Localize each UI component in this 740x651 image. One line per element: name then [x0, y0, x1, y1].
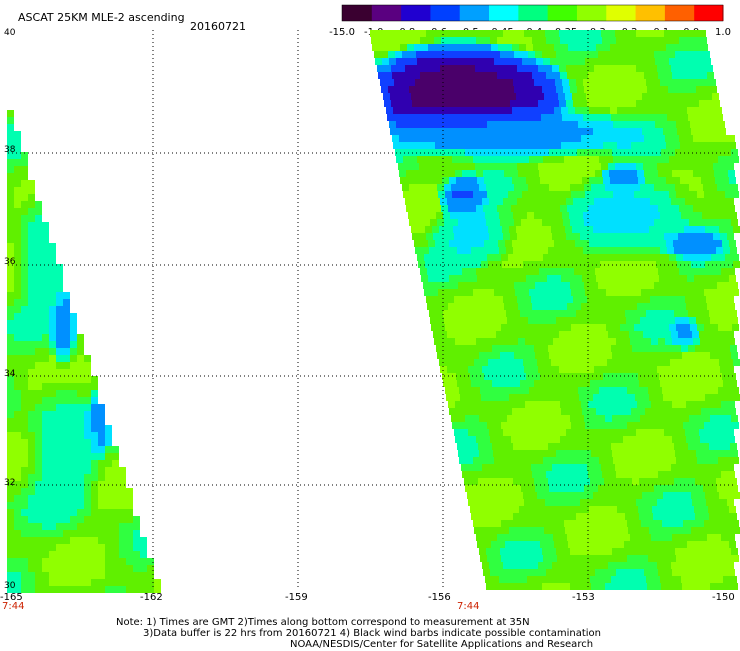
lat-label-32: 32 — [4, 478, 16, 488]
colorbar-swatch — [517, 5, 548, 21]
colorbar-swatch — [664, 5, 695, 21]
colorbar-swatch — [371, 5, 402, 21]
colorbar-swatch — [547, 5, 577, 21]
lat-label-30: 30 — [4, 581, 16, 591]
colorbar-swatch — [576, 5, 607, 21]
graticule — [8, 30, 734, 590]
swath-map — [7, 30, 740, 593]
note-line-1: Note: 1) Times are GMT 2)Times along bot… — [116, 617, 530, 628]
colorbar-swatch — [429, 5, 460, 21]
colorbar-tick-label: 1.0 — [715, 27, 731, 38]
lon-label-162: -162 — [140, 592, 163, 603]
lon-label-156: -156 — [428, 592, 451, 603]
note-line-3: NOAA/NESDIS/Center for Satellite Applica… — [290, 639, 594, 650]
colorbar-swatch — [342, 5, 372, 21]
lat-label-38: 38 — [4, 145, 16, 155]
wind-swath-cells — [7, 30, 740, 593]
lat-label-34: 34 — [4, 369, 16, 379]
time-label-left: 7:44 — [2, 601, 25, 612]
colorbar — [341, 4, 724, 22]
colorbar-tick-label: -15.0 — [329, 27, 355, 38]
colorbar-swatch — [605, 5, 636, 21]
time-label-right: 7:44 — [457, 601, 480, 612]
note-line-2: 3)Data buffer is 22 hrs from 20160721 4)… — [143, 628, 601, 639]
lon-label-153: -153 — [572, 592, 595, 603]
colorbar-swatch — [459, 5, 490, 21]
lat-label-36: 36 — [4, 257, 16, 267]
product-title: ASCAT 25KM MLE-2 ascending — [18, 11, 185, 24]
colorbar-swatch — [488, 5, 519, 21]
colorbar-swatch — [635, 5, 665, 21]
colorbar-swatch — [693, 5, 724, 21]
lon-label-165: -165 — [0, 592, 23, 603]
lat-label-40: 40 — [4, 28, 16, 38]
product-date: 20160721 — [190, 20, 246, 33]
lon-label-159: -159 — [285, 592, 308, 603]
colorbar-swatch — [400, 5, 431, 21]
lon-label-150: -150 — [712, 592, 735, 603]
